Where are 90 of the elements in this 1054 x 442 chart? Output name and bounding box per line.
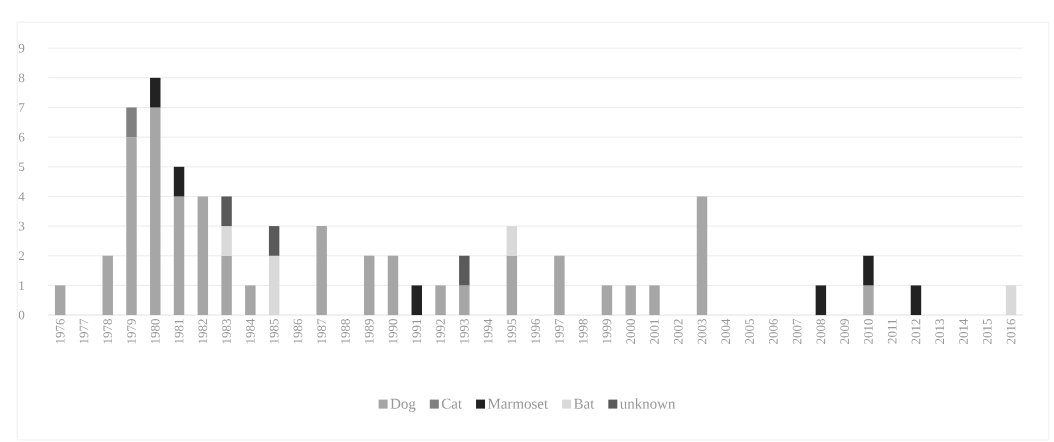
x-tick-label: 2007 (792, 318, 802, 344)
x-tick-label: 2014 (959, 318, 968, 344)
x-tick-label: 2015 (982, 318, 992, 344)
x-tick-label: 2002 (673, 319, 683, 344)
bar (197, 196, 209, 315)
bar (601, 285, 613, 315)
y-tick-label: 1 (19, 281, 25, 290)
x-tick-label: 1998 (578, 318, 588, 344)
x-tick-label: 1996 (531, 318, 540, 344)
bar (363, 255, 375, 315)
y-tick-label: 4 (18, 192, 25, 201)
bar (459, 255, 470, 286)
x-tick-label: 1979 (127, 319, 136, 344)
bar (554, 255, 565, 315)
x-tick-label: 1999 (602, 319, 612, 344)
bar (863, 255, 874, 286)
y-tick-label: 6 (18, 132, 25, 142)
bar (221, 255, 232, 315)
bar (387, 255, 399, 315)
bar (815, 285, 827, 315)
x-tick-label: 2012 (911, 319, 921, 344)
bar (221, 196, 232, 226)
bar (459, 285, 470, 315)
x-tick-label: 1986 (293, 318, 303, 344)
x-tick-label: 1993 (459, 318, 469, 344)
legend-label: Cat (441, 398, 462, 409)
bar (268, 255, 280, 315)
bar (126, 107, 137, 138)
x-tick-label: 2013 (935, 318, 945, 344)
x-tick-label: 1994 (483, 318, 493, 344)
x-tick-label: 2006 (768, 318, 778, 344)
x-tick-label: 1984 (245, 318, 255, 344)
bar (411, 285, 422, 315)
bar (221, 225, 232, 256)
bar (863, 285, 874, 315)
x-tick-label: 1997 (555, 318, 564, 344)
y-tick-label: 9 (18, 43, 25, 53)
x-tick-label: 1987 (317, 318, 327, 344)
x-tick-label: 2016 (1006, 318, 1016, 344)
bar (102, 255, 113, 315)
x-tick-label: 1978 (103, 318, 113, 344)
bar (173, 166, 185, 197)
bar (696, 196, 708, 315)
y-tick-label: 0 (18, 310, 25, 320)
x-tick-label: 2000 (626, 318, 636, 344)
y-tick-label: 3 (18, 221, 25, 231)
x-tick-label: 2008 (816, 318, 826, 344)
y-tick-label: 2 (18, 251, 25, 260)
x-tick-label: 2011 (887, 319, 897, 344)
bar (126, 137, 137, 315)
x-tick-label: 2004 (721, 318, 731, 344)
x-tick-label: 2003 (697, 318, 707, 344)
x-tick-label: 1985 (269, 318, 279, 344)
bar (506, 255, 518, 315)
x-tick-label: 2010 (864, 318, 873, 344)
bar (625, 285, 636, 315)
bar (1005, 285, 1017, 315)
bar (506, 225, 518, 256)
bar (150, 77, 161, 108)
bar (268, 225, 280, 256)
y-tick-label: 7 (19, 103, 25, 112)
x-tick-label: 1976 (55, 318, 65, 344)
x-tick-label: 2009 (840, 319, 850, 344)
x-tick-label: 1990 (388, 318, 398, 344)
bar (910, 285, 922, 315)
x-tick-label: 2001 (650, 319, 659, 344)
bar (245, 285, 256, 315)
x-tick-label: 1988 (341, 318, 350, 344)
x-tick-label: 1983 (222, 318, 231, 344)
x-tick-label: 1992 (436, 319, 445, 344)
bar (649, 285, 660, 315)
bar (435, 285, 446, 315)
bar (150, 107, 161, 315)
legend-label: Marmoset (487, 398, 549, 409)
y-tick-label: 5 (19, 162, 25, 171)
x-tick-label: 1980 (150, 318, 160, 344)
x-tick-label: 1982 (198, 319, 208, 344)
bar (173, 196, 185, 315)
x-tick-label: 1977 (79, 318, 89, 344)
bar (316, 225, 327, 315)
legend-label: unknown (620, 398, 676, 409)
x-tick-label: 1995 (507, 318, 517, 344)
legend-label: Bat (574, 398, 595, 409)
x-tick-label: 1981 (174, 319, 184, 344)
bar (54, 285, 66, 315)
x-tick-label: 1991 (412, 319, 422, 344)
legend-label: Dog (390, 398, 416, 412)
y-tick-label: 8 (18, 73, 25, 83)
x-tick-label: 1989 (364, 319, 374, 344)
x-tick-label: 2005 (745, 318, 754, 344)
